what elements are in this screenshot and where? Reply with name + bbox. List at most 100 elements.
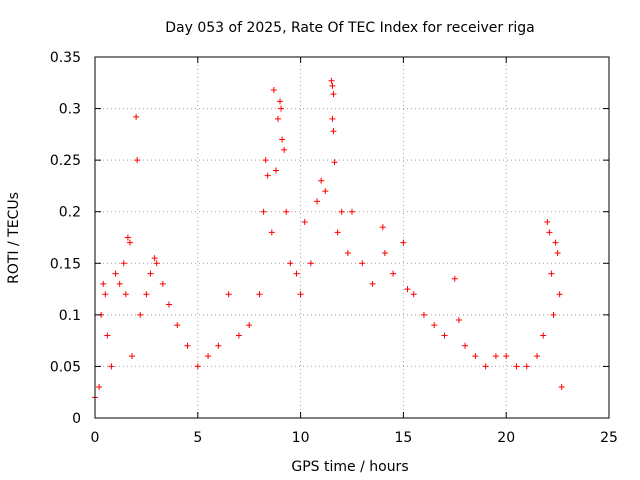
- data-point: [329, 82, 336, 89]
- data-point: [318, 177, 325, 184]
- chart-title: Day 053 of 2025, Rate Of TEC Index for r…: [165, 20, 534, 36]
- data-point: [260, 208, 267, 215]
- data-point: [410, 291, 417, 298]
- data-point: [268, 229, 275, 236]
- data-point: [137, 311, 144, 318]
- data-point: [546, 229, 553, 236]
- axis-ticks: [94, 56, 610, 419]
- data-point: [184, 342, 191, 349]
- data-point: [246, 322, 253, 329]
- data-point: [116, 280, 123, 287]
- data-point: [122, 291, 129, 298]
- data-point: [400, 239, 407, 246]
- x-tick-label: 15: [394, 430, 412, 446]
- y-tick-label: 0.35: [50, 50, 81, 66]
- data-point: [359, 260, 366, 267]
- data-point: [322, 188, 329, 195]
- data-point: [151, 255, 158, 262]
- data-point: [287, 260, 294, 267]
- data-point: [462, 342, 469, 349]
- x-tick-label: 5: [193, 430, 202, 446]
- y-tick-label: 0.2: [59, 205, 81, 221]
- data-point: [283, 208, 290, 215]
- y-tick-label: 0.15: [50, 256, 81, 272]
- data-point: [472, 353, 479, 360]
- data-point: [548, 270, 555, 277]
- data-point: [153, 260, 160, 267]
- data-point: [264, 172, 271, 179]
- data-point: [404, 286, 411, 293]
- data-point: [262, 157, 269, 164]
- data-point: [126, 239, 133, 246]
- data-point: [120, 260, 127, 267]
- data-point: [451, 275, 458, 282]
- data-point: [225, 291, 232, 298]
- data-point: [492, 353, 499, 360]
- data-point: [274, 115, 281, 122]
- data-points: [92, 77, 565, 401]
- data-point: [349, 208, 355, 215]
- data-point: [330, 91, 337, 98]
- data-point: [482, 363, 489, 370]
- data-point: [108, 363, 115, 370]
- data-point: [100, 280, 107, 287]
- plot-frame: [94, 56, 610, 419]
- data-point: [558, 384, 565, 391]
- data-point: [256, 291, 263, 298]
- data-point: [552, 239, 559, 246]
- data-point: [329, 115, 336, 122]
- x-tick-label: 10: [292, 430, 310, 446]
- data-point: [441, 332, 448, 339]
- data-point: [134, 157, 141, 164]
- data-point: [174, 322, 181, 329]
- data-point: [112, 270, 119, 277]
- data-point: [166, 301, 173, 308]
- x-tick-label: 25: [600, 430, 618, 446]
- data-point: [431, 322, 438, 329]
- y-axis-label: ROTI / TECUs: [6, 192, 22, 284]
- data-point: [143, 291, 150, 298]
- data-point: [277, 98, 284, 105]
- data-point: [455, 317, 462, 324]
- data-point: [147, 270, 154, 277]
- data-point: [381, 249, 388, 256]
- data-point: [328, 77, 335, 84]
- data-point: [523, 363, 530, 370]
- data-point: [513, 363, 520, 370]
- data-point: [301, 219, 308, 226]
- data-point: [215, 342, 222, 349]
- data-point: [293, 270, 300, 277]
- data-point: [129, 353, 136, 360]
- data-point: [281, 146, 288, 153]
- data-point: [102, 291, 109, 298]
- data-point: [272, 167, 279, 174]
- data-point: [205, 353, 212, 360]
- data-point: [534, 353, 541, 360]
- y-tick-labels: 0 0.05 0.1 0.15 0.2 0.25 0.3 0.35: [50, 50, 81, 427]
- data-point: [331, 159, 338, 166]
- data-point: [159, 280, 166, 287]
- data-point: [133, 113, 140, 120]
- data-point: [556, 291, 563, 298]
- x-axis-label: GPS time / hours: [291, 459, 408, 475]
- data-point: [540, 332, 547, 339]
- data-point: [124, 234, 131, 241]
- data-point: [379, 224, 386, 231]
- data-point: [503, 353, 510, 360]
- data-point: [550, 311, 557, 318]
- data-point: [390, 270, 397, 277]
- y-tick-label: 0: [72, 411, 81, 427]
- y-tick-label: 0.05: [50, 359, 81, 375]
- x-tick-labels: 0 5 10 15 20 25: [91, 430, 618, 446]
- data-point: [270, 87, 277, 94]
- data-point: [235, 332, 242, 339]
- data-point: [330, 128, 337, 135]
- data-point: [420, 311, 427, 318]
- grid-lines: [95, 57, 609, 418]
- y-tick-label: 0.3: [59, 102, 81, 118]
- data-point: [369, 280, 376, 287]
- data-point: [297, 291, 304, 298]
- data-point: [279, 136, 286, 143]
- data-point: [344, 249, 351, 256]
